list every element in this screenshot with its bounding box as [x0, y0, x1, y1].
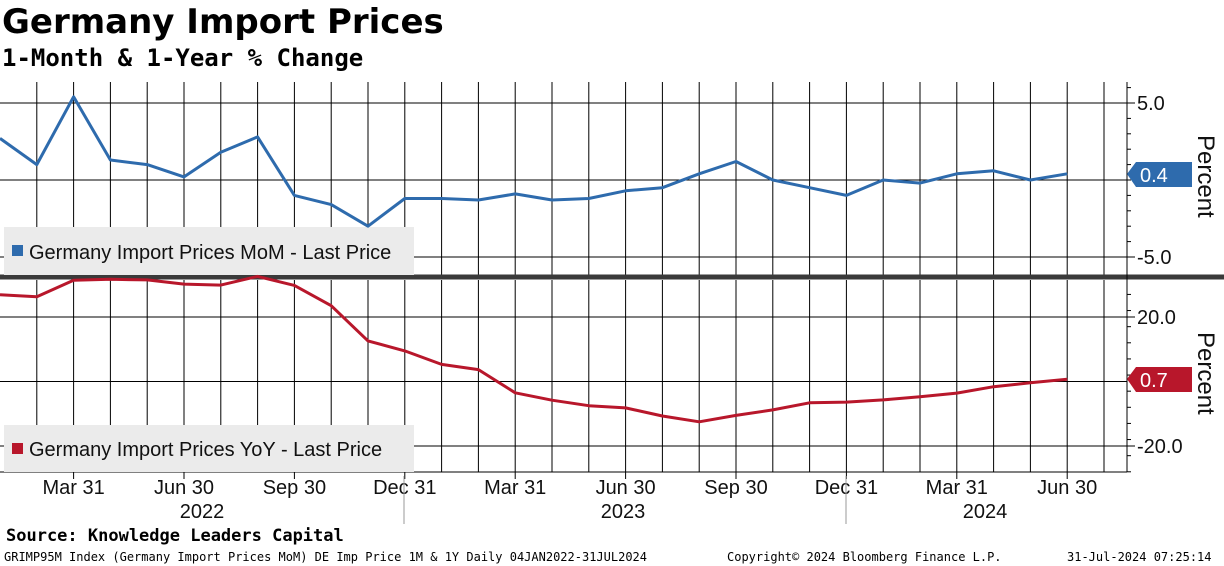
x-tick-label: Mar 31 [484, 477, 546, 499]
x-tick-label: Sep 30 [704, 477, 767, 499]
yoy-last-value-tag: 0.7 [1127, 367, 1192, 392]
series-layer [0, 95, 1068, 424]
x-year-label: 2024 [963, 501, 1008, 523]
legend-yoy-label: Germany Import Prices YoY - Last Price [29, 439, 382, 461]
x-tick-label: Mar 31 [926, 477, 988, 499]
legend-yoy-box [4, 425, 414, 472]
y-tick-label: 5.0 [1137, 93, 1165, 115]
legend-yoy-swatch [12, 443, 23, 454]
legend-yoy: Germany Import Prices YoY - Last Price [4, 425, 414, 472]
legend-mom-label: Germany Import Prices MoM - Last Price [29, 242, 391, 264]
footer-right: 31-Jul-2024 07:25:14 [1067, 550, 1212, 564]
chart-subtitle: 1-Month & 1-Year % Change [2, 44, 364, 72]
legend-mom: Germany Import Prices MoM - Last Price [4, 227, 414, 275]
legend-mom-box [4, 227, 414, 275]
x-axis: Mar 31 Jun 30 Sep 30 Dec 31 Mar 31 Jun 30 Sep … [42, 472, 1097, 524]
y-axes: 5.0 -5.0 20.0 -20.0 [1127, 87, 1183, 473]
x-year-label: 2022 [180, 501, 225, 523]
x-tick-label: Jun 30 [1037, 477, 1097, 499]
y-tick-label: -5.0 [1137, 247, 1171, 269]
x-tick-label: Dec 31 [373, 477, 436, 499]
y-tick-label: -20.0 [1137, 436, 1183, 458]
yoy-last-value: 0.7 [1140, 370, 1168, 392]
source-label: Source: Knowledge Leaders Capital [6, 526, 344, 546]
x-tick-label: Mar 31 [42, 477, 104, 499]
mom-last-value: 0.4 [1140, 165, 1168, 187]
footer-center: Copyright© 2024 Bloomberg Finance L.P. [727, 550, 1002, 564]
yoy-series-line [0, 274, 1068, 424]
yoy-ylabel: Percent [1192, 332, 1219, 415]
mom-series-line [0, 95, 1068, 228]
x-year-label: 2023 [601, 501, 646, 523]
x-tick-label: Sep 30 [263, 477, 326, 499]
x-tick-label: Jun 30 [596, 477, 656, 499]
y-tick-label: 20.0 [1137, 307, 1176, 329]
mom-last-value-tag: 0.4 [1127, 162, 1192, 187]
legend-mom-swatch [12, 245, 23, 256]
footer-left: GRIMP95M Index (Germany Import Prices Mo… [4, 550, 647, 564]
mom-ylabel: Percent [1192, 135, 1219, 218]
x-tick-label: Jun 30 [154, 477, 214, 499]
chart-title: Germany Import Prices [2, 2, 444, 42]
